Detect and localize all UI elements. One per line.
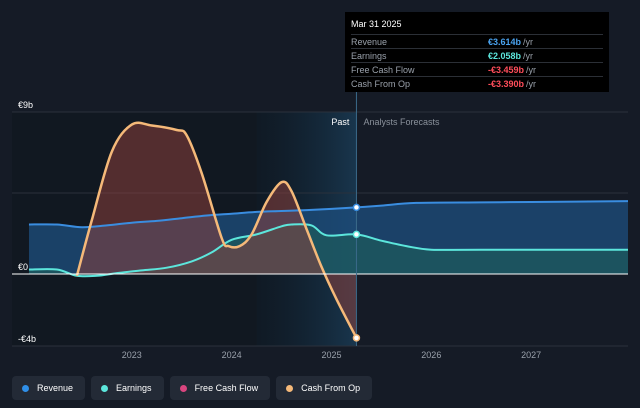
legend-label: Earnings xyxy=(116,383,152,393)
legend-dot-icon xyxy=(101,384,109,392)
tooltip-row-label: Revenue xyxy=(351,36,388,47)
legend-dot-icon xyxy=(286,384,294,392)
legend: Revenue Earnings Free Cash Flow Cash From O… xyxy=(12,376,373,400)
legend-label: Revenue xyxy=(37,383,74,393)
tooltip-row-unit: /yr xyxy=(523,50,534,61)
cash-from-op-marker xyxy=(352,334,361,342)
legend-item-free-cash-flow[interactable]: Free Cash Flow xyxy=(169,376,271,400)
tooltip-row: Cash From Op -€3.390b/yr xyxy=(351,76,603,90)
x-tick-label: 2026 xyxy=(421,350,441,360)
y-tick-label: -€4b xyxy=(18,334,36,344)
legend-label: Free Cash Flow xyxy=(194,383,259,393)
revenue-marker xyxy=(352,203,361,212)
tooltip-row-value: -€3.390b xyxy=(488,78,525,89)
tooltip-row-label: Earnings xyxy=(351,50,387,61)
tooltip-row-value: -€3.459b xyxy=(488,64,525,75)
tooltip-row-unit: /yr xyxy=(526,78,537,89)
cash-from-op-area xyxy=(76,122,357,338)
legend-label: Cash From Op xyxy=(301,383,361,393)
tooltip-row-label: Cash From Op xyxy=(351,78,411,89)
legend-item-revenue[interactable]: Revenue xyxy=(12,376,86,400)
tooltip-row-value: €3.614b xyxy=(488,36,522,47)
tooltip-row-unit: /yr xyxy=(526,64,537,75)
tooltip-row-label: Free Cash Flow xyxy=(351,64,415,75)
legend-item-cash-from-op[interactable]: Cash From Op xyxy=(276,376,373,400)
tooltip-row-unit: /yr xyxy=(523,36,534,47)
legend-dot-icon xyxy=(179,384,187,392)
tooltip-date: Mar 31 2025 xyxy=(351,19,402,29)
y-tick-label: €9b xyxy=(18,100,33,110)
tooltip-row-value: €2.058b xyxy=(488,50,522,61)
past-label: Past xyxy=(331,117,350,127)
tooltip-row: Free Cash Flow -€3.459b/yr xyxy=(351,62,603,76)
earnings-area xyxy=(28,224,628,277)
x-tick-label: 2023 xyxy=(122,350,142,360)
y-tick-label: €0 xyxy=(18,262,28,272)
x-tick-label: 2027 xyxy=(521,350,541,360)
x-tick-label: 2025 xyxy=(321,350,341,360)
tooltip: Mar 31 2025 Revenue €3.614b/yr Earnings €2.… xyxy=(345,12,609,92)
forecast-label: Analysts Forecasts xyxy=(363,117,440,127)
earnings-marker xyxy=(352,230,361,239)
tooltip-row: Earnings €2.058b/yr xyxy=(351,48,603,62)
revenue-line xyxy=(28,200,629,229)
cash-from-op-line xyxy=(75,121,358,339)
legend-item-earnings[interactable]: Earnings xyxy=(91,376,164,400)
x-tick-label: 2024 xyxy=(222,350,242,360)
legend-dot-icon xyxy=(22,384,29,392)
earnings-line xyxy=(28,223,628,278)
tooltip-row: Revenue €3.614b/yr xyxy=(351,34,603,48)
